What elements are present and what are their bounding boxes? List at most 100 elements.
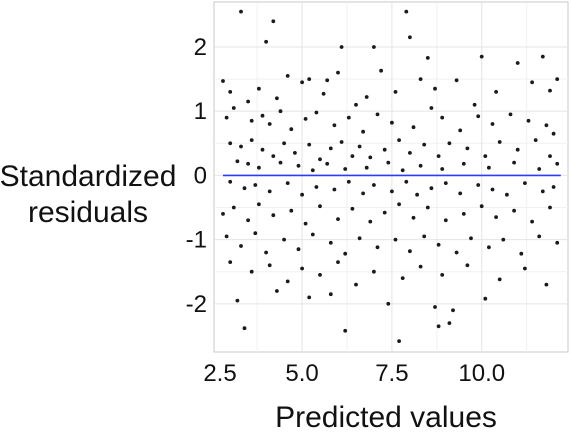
data-point	[443, 181, 448, 186]
data-point	[447, 321, 452, 325]
data-point	[433, 305, 437, 309]
data-point	[321, 91, 326, 96]
data-point	[490, 122, 495, 126]
data-point	[530, 219, 534, 224]
data-point	[296, 163, 301, 168]
data-point	[267, 122, 272, 126]
data-point	[418, 77, 423, 81]
data-point	[465, 146, 470, 151]
data-point	[318, 157, 322, 162]
data-point	[264, 39, 268, 44]
data-point	[325, 161, 330, 166]
x-tick-labels: 2.5 5.0 7.5 10.0	[203, 360, 505, 387]
data-point	[260, 113, 265, 118]
data-point	[461, 161, 466, 166]
data-point	[555, 77, 560, 81]
data-point	[354, 102, 358, 107]
data-point	[512, 208, 516, 213]
data-point	[336, 70, 340, 75]
data-point	[267, 189, 272, 194]
y-tick-label: -1	[186, 227, 207, 254]
data-point	[540, 54, 545, 59]
data-point	[400, 168, 405, 173]
data-point	[530, 80, 534, 85]
data-point	[451, 308, 455, 313]
data-point	[361, 191, 365, 196]
data-point	[397, 138, 401, 143]
data-point	[239, 144, 243, 149]
data-point	[307, 77, 312, 81]
data-point	[465, 263, 470, 268]
data-point	[354, 282, 358, 287]
data-point	[357, 144, 362, 149]
data-point	[551, 131, 556, 136]
data-point	[228, 141, 233, 146]
data-point	[224, 115, 229, 120]
data-point	[285, 181, 290, 186]
data-point	[271, 19, 276, 24]
data-point	[540, 189, 545, 194]
data-point	[372, 269, 376, 274]
data-point	[411, 215, 416, 220]
data-point	[523, 266, 527, 271]
data-point	[300, 266, 304, 271]
data-point	[328, 146, 333, 151]
data-point	[519, 251, 524, 256]
data-point	[275, 289, 279, 293]
data-point	[368, 219, 373, 224]
data-point	[479, 204, 484, 209]
y-tick-label: 2	[194, 34, 207, 61]
data-point	[487, 165, 491, 170]
data-point	[483, 296, 488, 301]
data-point	[257, 165, 261, 170]
data-point	[224, 234, 229, 239]
data-point	[548, 205, 552, 210]
data-point	[350, 206, 355, 211]
y-axis-title-line-2: residuals	[28, 196, 148, 229]
data-point	[336, 260, 340, 264]
data-point	[393, 237, 398, 242]
data-point	[325, 78, 330, 83]
data-point	[433, 86, 437, 91]
data-point	[422, 142, 427, 147]
data-point	[318, 204, 322, 209]
data-point	[372, 183, 376, 187]
data-point	[278, 109, 283, 114]
data-point	[257, 86, 261, 91]
data-point	[523, 181, 527, 186]
data-point	[235, 298, 240, 303]
data-point	[271, 154, 276, 159]
data-point	[332, 187, 337, 192]
data-point	[242, 326, 247, 331]
data-point	[221, 79, 225, 83]
data-point	[253, 183, 258, 187]
data-point	[282, 237, 286, 242]
data-point	[508, 112, 513, 117]
data-point	[386, 301, 391, 306]
data-point	[375, 112, 380, 117]
y-axis-title-line-1: Standardized	[0, 160, 176, 193]
data-point	[483, 154, 488, 159]
data-point	[515, 61, 520, 65]
data-point	[404, 9, 409, 14]
data-point	[267, 263, 272, 268]
data-point	[425, 205, 430, 210]
data-points	[221, 9, 560, 343]
data-point	[397, 339, 401, 343]
x-tick-label: 5.0	[285, 360, 318, 387]
y-tick-label: 0	[194, 162, 207, 189]
data-point	[235, 159, 240, 164]
data-point	[264, 250, 268, 255]
data-point	[382, 147, 387, 152]
data-point	[242, 186, 247, 191]
data-point	[372, 45, 376, 49]
data-point	[418, 264, 423, 269]
x-tick-label: 7.5	[375, 360, 408, 387]
data-point	[494, 90, 498, 94]
data-point	[246, 161, 251, 166]
data-point	[328, 240, 333, 245]
data-point	[415, 192, 419, 197]
data-point	[253, 231, 258, 236]
data-point	[461, 212, 466, 216]
data-point	[300, 192, 304, 197]
